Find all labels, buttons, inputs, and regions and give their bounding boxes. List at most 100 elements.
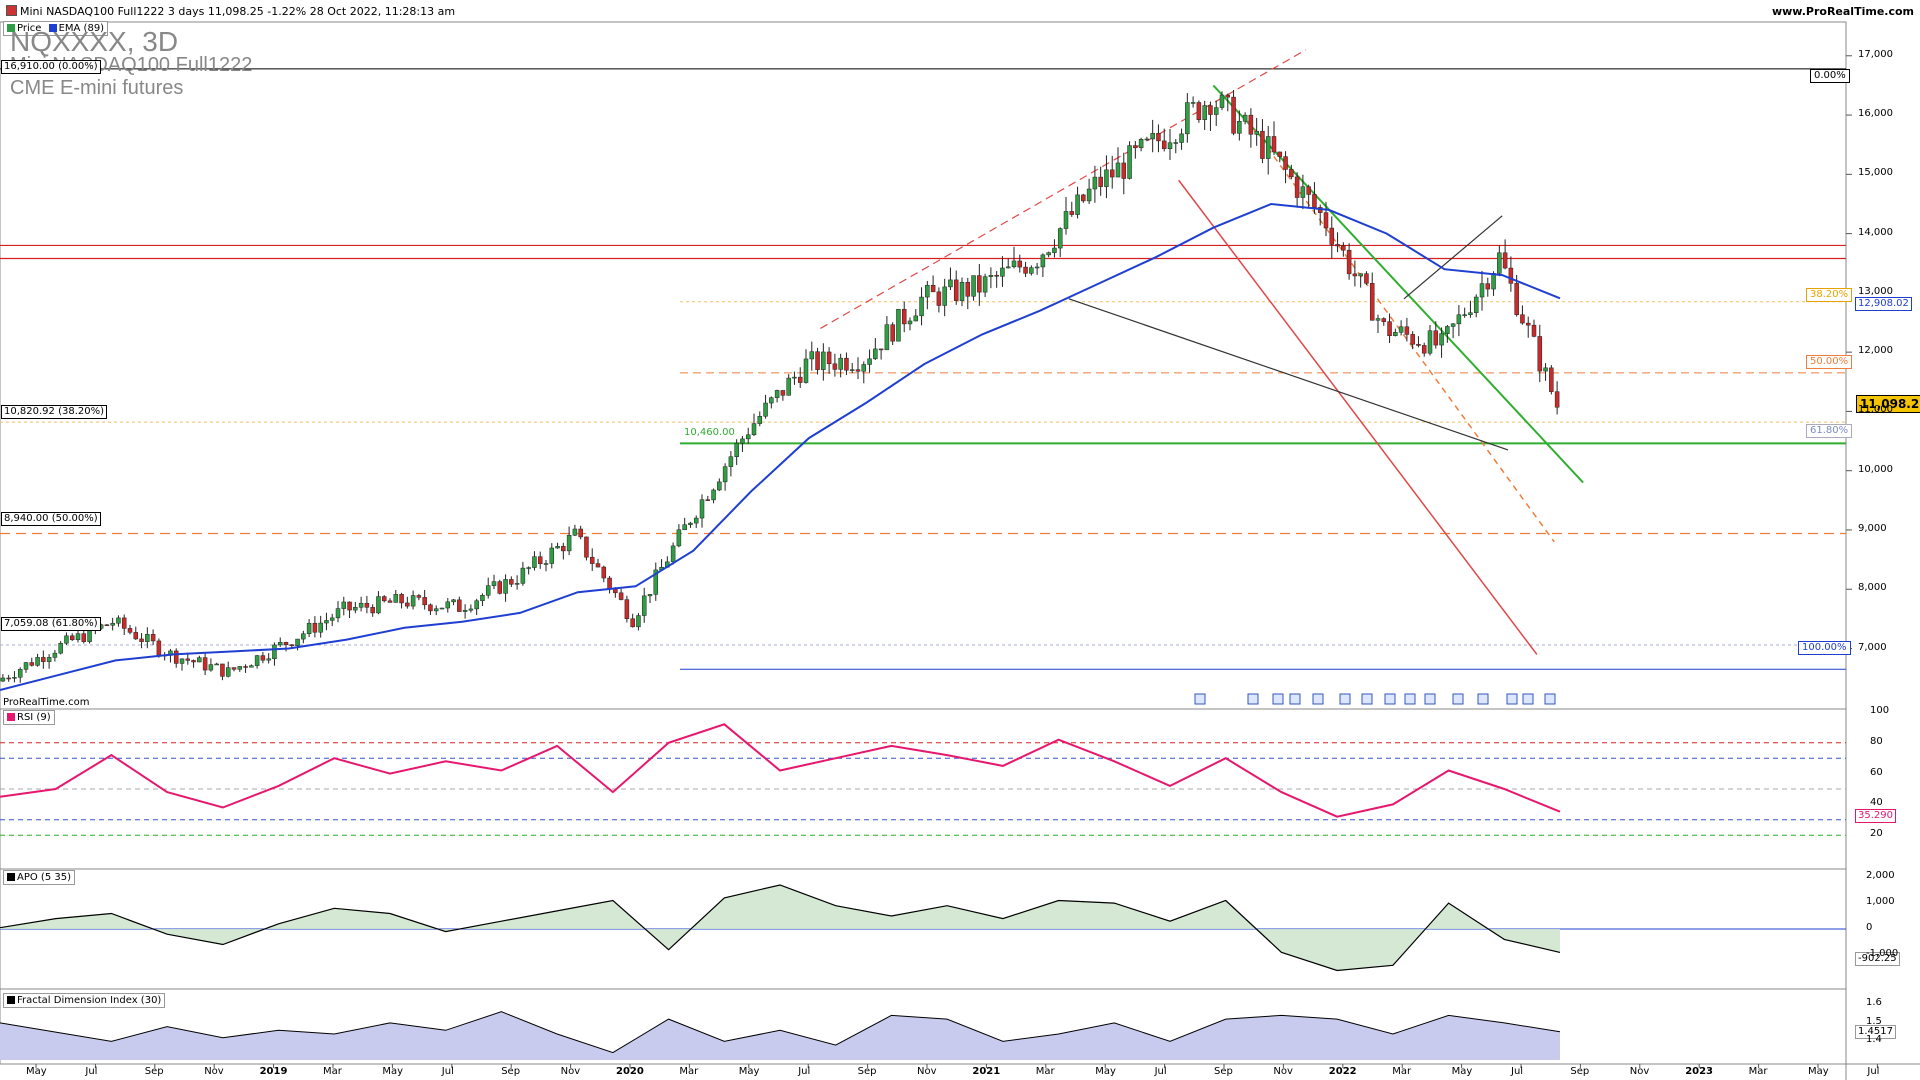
- candle-up: [549, 547, 555, 564]
- rsi-line: [0, 723, 1561, 818]
- candle-up: [1219, 94, 1225, 108]
- candle-down: [1161, 140, 1167, 149]
- candle-down: [815, 351, 820, 370]
- candle-down: [607, 577, 612, 590]
- candle-down: [1283, 156, 1288, 170]
- candle-up: [919, 296, 924, 317]
- x-tick-label: Nov: [1629, 1066, 1650, 1077]
- candle-down: [156, 640, 162, 656]
- fib-right-618: 61.80%: [1806, 424, 1853, 438]
- candle-up: [64, 635, 69, 644]
- candle-down: [1416, 344, 1421, 346]
- candle-down: [613, 588, 618, 594]
- candle-up: [58, 643, 63, 654]
- candle-up: [942, 286, 947, 306]
- y-tick-label: 15,000: [1858, 167, 1893, 179]
- candle-down: [965, 281, 971, 297]
- fib-label-50: 8,940.00 (50.00%): [1, 512, 101, 526]
- event-icon: [1477, 693, 1489, 705]
- candle-down: [1156, 133, 1161, 142]
- x-tick-label: Sep: [144, 1066, 164, 1077]
- candle-up: [1456, 314, 1462, 325]
- candle-down: [428, 604, 433, 612]
- fib-right-0: 0.00%: [1810, 69, 1850, 83]
- event-icon: [1452, 693, 1464, 705]
- candle-down: [1225, 94, 1231, 98]
- fib-right-382: 38.20%: [1806, 288, 1853, 302]
- ema-line: [0, 202, 1561, 691]
- candle-up: [208, 664, 214, 671]
- candle-up: [318, 622, 323, 633]
- candle-down: [289, 644, 295, 646]
- candle-up: [711, 489, 716, 501]
- candle-down: [312, 622, 318, 633]
- candle-down: [994, 275, 999, 277]
- fdi-line: [0, 1011, 1561, 1054]
- candle-up: [867, 358, 872, 365]
- candle-down: [537, 556, 543, 565]
- candle-down: [370, 607, 375, 614]
- x-tick-label: Mar: [1748, 1066, 1768, 1077]
- candle-up: [410, 595, 416, 607]
- candle-up: [792, 376, 797, 379]
- candle-down: [1069, 211, 1075, 215]
- candle-up: [722, 466, 728, 483]
- falling-orange-line: [1247, 120, 1555, 543]
- candle-up: [925, 284, 930, 298]
- x-tick-label: 2019: [259, 1066, 288, 1077]
- candle-up: [734, 442, 739, 457]
- candle-down: [1502, 252, 1508, 269]
- candle-up: [1300, 186, 1306, 198]
- candle-down: [1346, 249, 1352, 275]
- candle-up: [982, 276, 988, 293]
- candle-down: [1312, 194, 1317, 208]
- candle-down: [173, 650, 179, 664]
- header-bar: Mini NASDAQ100 Full1222 3 days 11,098.25…: [0, 0, 1920, 22]
- event-icon: [1247, 693, 1259, 705]
- candle-up: [1179, 133, 1184, 143]
- candle-up: [433, 608, 439, 612]
- candle-up: [682, 524, 687, 531]
- candle-down: [584, 536, 589, 558]
- candle-down: [405, 602, 410, 607]
- fdi-tick-label: 1.5: [1866, 1015, 1882, 1027]
- candle-up: [197, 657, 202, 663]
- candle-up: [1497, 252, 1502, 274]
- wedge-lower-line: [1068, 298, 1509, 451]
- candle-up: [1057, 228, 1063, 249]
- x-tick-label: Mar: [1392, 1066, 1412, 1077]
- site-link[interactable]: www.ProRealTime.com: [1771, 5, 1914, 18]
- candle-down: [1208, 105, 1213, 115]
- candle-down: [1520, 314, 1525, 324]
- x-tick-label: Mar: [679, 1066, 699, 1077]
- event-icon: [1312, 693, 1324, 705]
- candle-up: [214, 663, 219, 666]
- candle-up: [809, 351, 815, 360]
- rsi-swatch: [7, 713, 15, 721]
- candle-up: [676, 529, 682, 547]
- candle-down: [826, 351, 832, 365]
- apo-swatch: [7, 873, 15, 881]
- candle-up: [1202, 105, 1207, 120]
- fib-label-618: 7,059.08 (61.80%): [1, 617, 101, 631]
- candle-down: [624, 599, 630, 619]
- apo-tick-label: 1,000: [1866, 896, 1895, 908]
- candle-down: [202, 657, 208, 671]
- candle-down: [1525, 322, 1531, 326]
- candle-down: [1404, 326, 1410, 335]
- instrument-icon: [6, 5, 17, 16]
- candle-up: [52, 652, 58, 658]
- candle-down: [1554, 391, 1560, 408]
- event-icon: [1289, 693, 1301, 705]
- candle-down: [1289, 169, 1294, 178]
- candle-up: [75, 633, 81, 641]
- candle-up: [110, 622, 115, 626]
- candle-up: [896, 308, 901, 342]
- event-icon: [1424, 693, 1436, 705]
- candle-up: [1011, 260, 1017, 268]
- fib-label-0: 16,910.00 (0.00%): [1, 60, 101, 74]
- candle-down: [578, 528, 583, 538]
- ema-value-box: 12,908.02: [1855, 297, 1912, 311]
- candle-down: [104, 624, 110, 627]
- candle-up: [1190, 102, 1196, 104]
